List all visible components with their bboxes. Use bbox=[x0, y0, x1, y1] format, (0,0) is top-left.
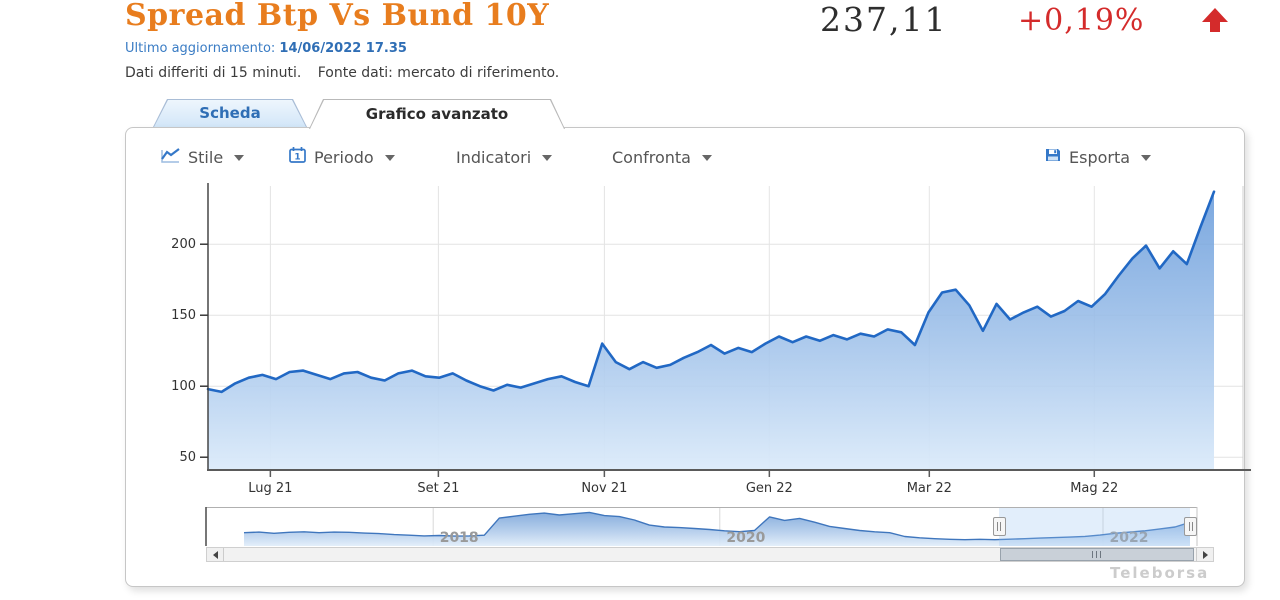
svg-text:200: 200 bbox=[171, 237, 196, 252]
disclaimer-delay: Dati differiti di 15 minuti. bbox=[125, 65, 302, 81]
style-label: Stile bbox=[188, 147, 224, 167]
chart-panel: Stile 1 Periodo Indicatori Confronta bbox=[125, 127, 1251, 587]
scrollbar-thumb[interactable] bbox=[999, 548, 1194, 561]
tab-grafico-bg bbox=[310, 100, 564, 129]
up-arrow-icon bbox=[1200, 6, 1230, 38]
chevron-down-icon bbox=[384, 155, 395, 161]
navigator-left-handle[interactable] bbox=[992, 517, 1006, 536]
svg-text:Nov 21: Nov 21 bbox=[581, 481, 627, 496]
svg-text:50: 50 bbox=[179, 450, 196, 465]
chart-style-icon bbox=[160, 147, 181, 168]
tab-scheda-label: Scheda bbox=[199, 104, 261, 122]
svg-text:Set 21: Set 21 bbox=[417, 481, 459, 496]
svg-text:2018: 2018 bbox=[440, 530, 479, 546]
tab-scheda-bg bbox=[154, 100, 306, 127]
scroll-right-button[interactable] bbox=[1196, 548, 1213, 561]
svg-text:150: 150 bbox=[171, 308, 196, 323]
svg-text:2020: 2020 bbox=[726, 530, 765, 546]
last-update-value: 14/06/2022 17.35 bbox=[279, 41, 407, 56]
save-disk-icon bbox=[1044, 146, 1062, 168]
compare-dropdown[interactable]: Confronta bbox=[612, 145, 712, 169]
period-label: Periodo bbox=[314, 147, 374, 167]
chevron-down-icon bbox=[542, 155, 553, 161]
export-dropdown[interactable]: Esporta bbox=[1044, 145, 1152, 169]
quote-value: 237,11 bbox=[820, 0, 948, 39]
svg-text:Mag 22: Mag 22 bbox=[1070, 481, 1118, 496]
disclaimer: Dati differiti di 15 minuti. Fonte dati:… bbox=[125, 65, 559, 81]
chart-scrollbar[interactable] bbox=[206, 547, 1214, 562]
last-update: Ultimo aggiornamento: 14/06/2022 17.35 bbox=[125, 41, 407, 56]
navigator-selection[interactable] bbox=[998, 508, 1190, 546]
svg-text:1: 1 bbox=[294, 153, 300, 163]
chevron-down-icon bbox=[1141, 155, 1152, 161]
page-title: Spread Btp Vs Bund 10Y bbox=[125, 0, 550, 33]
svg-text:Lug 21: Lug 21 bbox=[248, 481, 292, 496]
tab-grafico-avanzato[interactable]: Grafico avanzato bbox=[309, 99, 565, 129]
tab-scheda[interactable]: Scheda bbox=[153, 99, 307, 127]
svg-text:Mar 22: Mar 22 bbox=[907, 481, 952, 496]
navigator-chart[interactable]: 2018 2020 2022 bbox=[205, 506, 1215, 552]
indicators-label: Indicatori bbox=[456, 147, 532, 167]
main-chart[interactable]: 50 100 150 200 Lug 21 Set 21 Nov 21 Gen 22 Mar 2… bbox=[161, 181, 1253, 496]
arrow-left-icon bbox=[212, 550, 218, 559]
compare-label: Confronta bbox=[612, 147, 691, 167]
last-update-label: Ultimo aggiornamento: bbox=[125, 41, 276, 56]
svg-text:2022: 2022 bbox=[1109, 530, 1148, 546]
disclaimer-source: Fonte dati: mercato di riferimento. bbox=[317, 65, 560, 81]
brand-watermark: Teleborsa bbox=[1110, 564, 1210, 582]
quote-change: +0,19% bbox=[1018, 3, 1145, 38]
svg-text:100: 100 bbox=[171, 379, 196, 394]
period-dropdown[interactable]: 1 Periodo bbox=[288, 145, 395, 169]
style-dropdown[interactable]: Stile bbox=[160, 145, 245, 169]
navigator-right-handle[interactable] bbox=[1184, 517, 1197, 536]
svg-text:Gen 22: Gen 22 bbox=[746, 481, 793, 496]
indicators-dropdown[interactable]: Indicatori bbox=[456, 145, 553, 169]
tab-grafico-label: Grafico avanzato bbox=[365, 105, 509, 123]
chevron-down-icon bbox=[234, 155, 245, 161]
chevron-down-icon bbox=[701, 155, 712, 161]
calendar-icon: 1 bbox=[288, 146, 307, 168]
scroll-left-button[interactable] bbox=[207, 548, 224, 561]
arrow-right-icon bbox=[1202, 550, 1208, 559]
export-label: Esporta bbox=[1069, 147, 1131, 167]
